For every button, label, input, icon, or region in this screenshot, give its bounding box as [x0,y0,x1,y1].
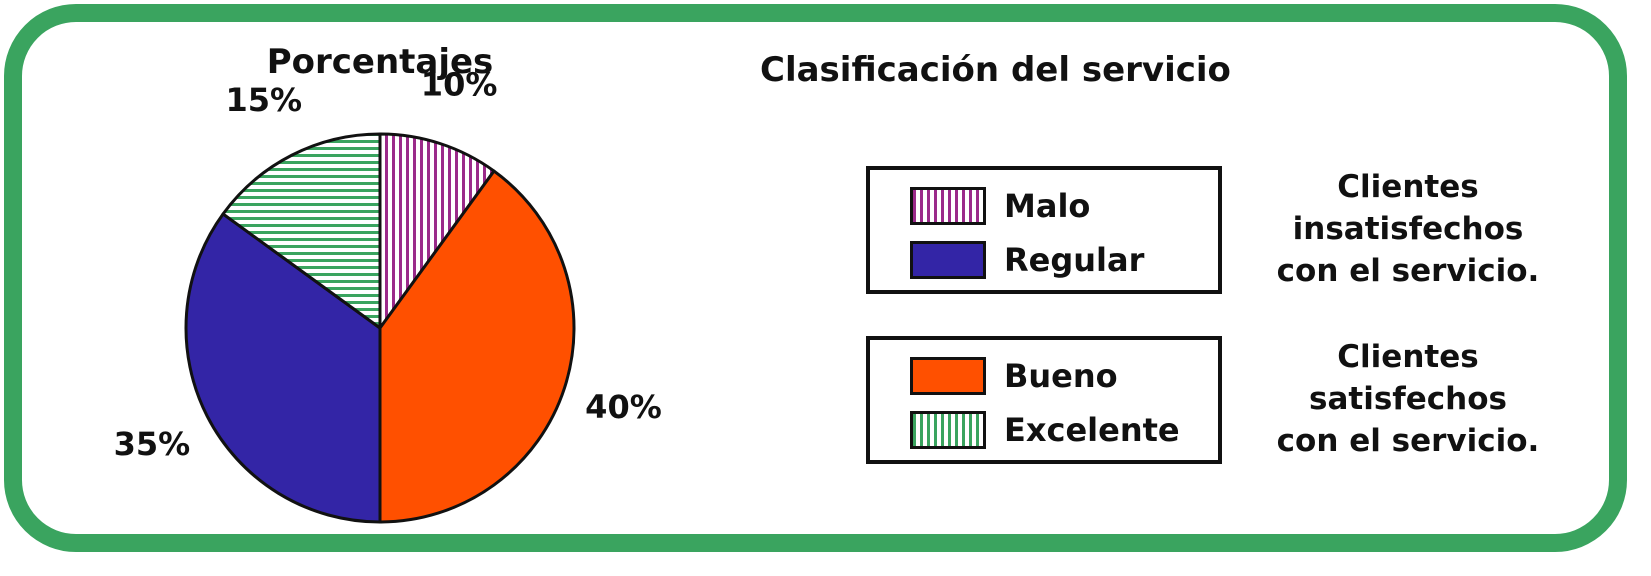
legend-swatch-regular [910,241,986,279]
note-line: con el servicio. [1276,253,1540,289]
legend-label: Excelente [1004,411,1180,449]
note-line: Clientes [1337,339,1479,375]
legend-swatch-bueno [910,357,986,395]
pie-chart: 10% 40% 35% 15% [114,66,662,524]
pie-slice-regular [184,212,382,524]
note-satisfied: Clientes satisfechos con el servicio. [1248,336,1568,462]
legend-swatch-malo [910,187,986,225]
legend-swatch-excelente [910,411,986,449]
pie-label-regular: 35% [114,425,191,463]
legend-title: Clasificación del servicio [760,50,1231,90]
pie-slice-excelente [221,132,382,330]
note-unsatisfied: Clientes insatisfechos con el servicio. [1248,166,1568,292]
pie-chart-title: Porcentajes [266,42,494,82]
legend-box-unsatisfied: Malo Regular [866,166,1222,294]
note-line: satisfechos [1309,381,1507,417]
legend-box-satisfied: Bueno Excelente [866,336,1222,464]
legend-label: Malo [1004,187,1091,225]
note-line: Clientes [1337,169,1479,205]
legend-item-malo: Malo [910,186,1090,226]
legend-label: Bueno [1004,357,1118,395]
note-line: insatisfechos [1292,211,1524,247]
legend-item-bueno: Bueno [910,356,1118,396]
note-line: con el servicio. [1276,423,1540,459]
pie-slice-bueno [378,169,576,524]
legend-item-excelente: Excelente [910,410,1180,450]
pie-label-excelente: 15% [225,81,302,119]
pie-label-bueno: 40% [585,388,662,426]
pie-slice-malo [378,132,496,330]
pie-label-malo: 10% [421,66,498,104]
legend-item-regular: Regular [910,240,1144,280]
legend-label: Regular [1004,241,1145,279]
